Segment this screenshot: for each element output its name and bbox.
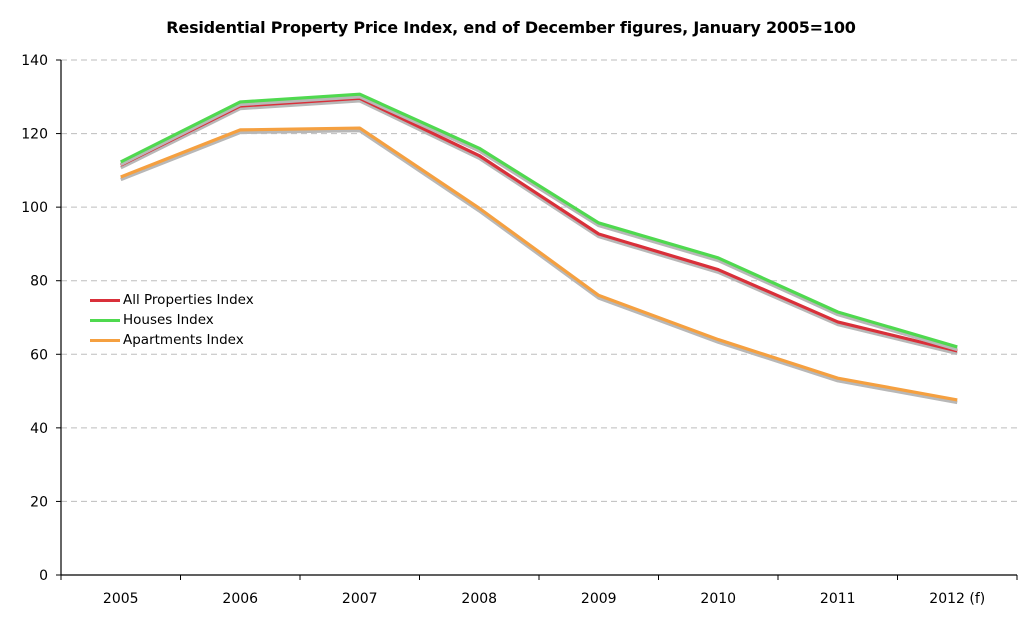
legend-swatch [90,338,120,342]
series-line-apartments-index [120,126,958,402]
y-tick-label: 20 [30,494,48,510]
y-tick-label: 80 [30,274,48,290]
x-tick-label: 2006 [222,591,258,607]
y-tick-label: 0 [39,568,48,584]
x-tick-label: 2008 [461,591,497,607]
x-tick-label: 2011 [820,591,856,607]
x-tick-label: 2010 [700,591,736,607]
legend-label: All Properties Index [123,292,254,308]
legend-label: Apartments Index [123,332,244,348]
legend-swatch [90,298,120,302]
series-lines [119,92,958,405]
tick-labels: 0 20 40 60 80 100 120 140 2005 2006 2007 2008 2009 20… [21,53,985,607]
x-tick-label: 2007 [342,591,378,607]
x-tick-label: 2005 [103,591,139,607]
series-shadow [119,94,958,352]
series-shadow [120,128,958,405]
series-line-houses-index [120,92,958,349]
chart-title: Residential Property Price Index, end of… [166,18,856,37]
x-tick-label: 2009 [581,591,617,607]
y-tick-label: 120 [21,127,48,143]
axes [56,59,1018,580]
legend-label: Houses Index [123,312,214,328]
series-shadow [119,99,958,356]
y-tick-label: 140 [21,53,48,69]
legend: All Properties Index Houses Index Apartmen… [90,290,254,350]
y-tick-label: 100 [21,200,48,216]
legend-item: All Properties Index [90,290,254,310]
legend-item: Apartments Index [90,330,254,350]
y-tick-label: 60 [30,347,48,363]
x-tick-label: 2012 (f) [929,591,985,607]
y-tick-label: 40 [30,421,48,437]
legend-swatch [90,318,120,322]
legend-item: Houses Index [90,310,254,330]
